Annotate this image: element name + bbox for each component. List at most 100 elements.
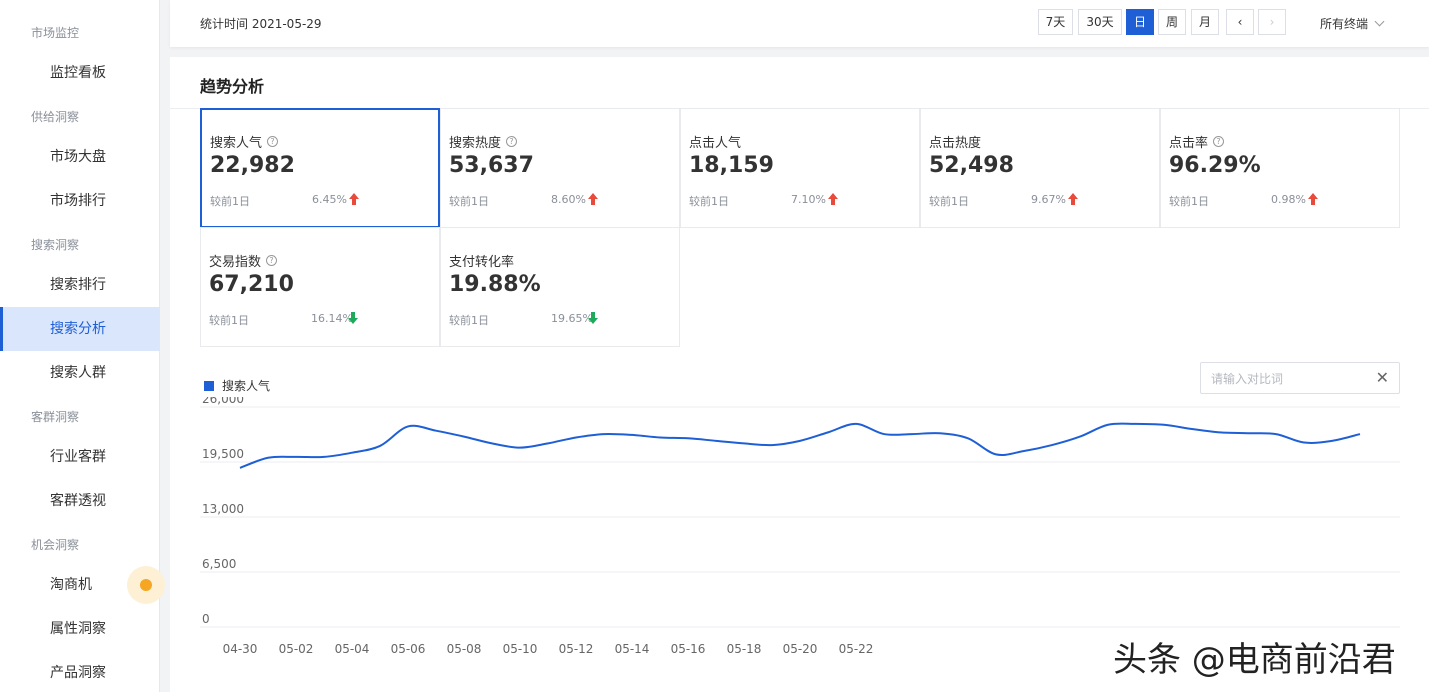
metric-value: 67,210 <box>209 272 294 297</box>
metric-card-click-rate[interactable]: 点击率 96.29% 较前1日 0.98%? <box>1160 108 1400 228</box>
x-tick-label: 05-14 <box>615 642 650 656</box>
trend-panel: 趋势分析 搜索人气 22,982 较前1日 6.45%? 搜索热度 53,637 较前1日 8… <box>170 57 1429 692</box>
metric-value: 19.88% <box>449 272 541 297</box>
metric-change-pct: 0.98% <box>1271 193 1306 206</box>
sidebar: 市场监控 监控看板 供给洞察 市场大盘 市场排行 搜索洞察 搜索排行 搜索分析 … <box>0 0 165 692</box>
metric-card-trade-index[interactable]: 交易指数 67,210 较前1日 16.14%? <box>200 227 440 347</box>
x-tick-label: 04-30 <box>223 642 258 656</box>
metric-name: 点击热度 <box>929 136 982 151</box>
y-tick-label: 0 <box>202 612 210 626</box>
compare-word-input[interactable] <box>1211 370 1371 388</box>
range-7d-button[interactable]: 7天 <box>1038 9 1073 35</box>
metric-change-pct: 6.45% <box>312 193 347 206</box>
arrow-down-icon <box>588 312 598 324</box>
metric-change-pct: 8.60% <box>551 193 586 206</box>
chevron-right-icon: › <box>1269 15 1275 29</box>
legend-swatch <box>204 381 214 391</box>
arrow-down-icon <box>348 312 358 324</box>
metric-name: 支付转化率 <box>449 255 515 270</box>
x-tick-label: 05-18 <box>727 642 762 656</box>
sidebar-item-customer-insight[interactable]: 客群透视 <box>50 493 106 509</box>
metric-name: 搜索热度 <box>449 136 502 151</box>
sidebar-group-opportunity: 机会洞察 <box>31 538 80 552</box>
trend-chart: 0 6,500 13,000 19,500 26,000 04-30 05-02 05-04 0… <box>200 397 1400 656</box>
sidebar-item-search-crowd[interactable]: 搜索人群 <box>50 365 106 381</box>
sidebar-group-market-monitor: 市场监控 <box>31 26 80 40</box>
sidebar-item-taoshangji[interactable]: 淘商机 <box>50 577 92 593</box>
metric-card-search-popularity[interactable]: 搜索人气 22,982 较前1日 6.45%? <box>200 108 440 228</box>
metric-card-click-heat[interactable]: 点击热度 52,498 较前1日 9.67% <box>920 108 1160 228</box>
metric-compare-label: 较前1日 <box>1169 195 1209 208</box>
range-month-button[interactable]: 月 <box>1191 9 1219 35</box>
metric-compare-label: 较前1日 <box>929 195 969 208</box>
x-tick-label: 05-20 <box>783 642 818 656</box>
terminal-label: 所有终端 <box>1320 17 1369 31</box>
sidebar-item-industry-customers[interactable]: 行业客群 <box>50 449 106 465</box>
x-tick-label: 05-08 <box>447 642 482 656</box>
help-icon[interactable]: ? <box>267 136 278 147</box>
metric-card-click-popularity[interactable]: 点击人气 18,159 较前1日 7.10% <box>680 108 920 228</box>
watermark: 头条 @电商前沿君 <box>1113 640 1396 680</box>
metric-change-pct: 19.65% <box>551 312 593 325</box>
sidebar-item-monitor-board[interactable]: 监控看板 <box>50 65 106 81</box>
arrow-up-icon <box>349 193 359 205</box>
compare-word-box: ✕ <box>1200 362 1400 394</box>
arrow-up-icon <box>1308 193 1318 205</box>
notification-dot[interactable] <box>127 566 165 604</box>
arrow-up-icon <box>1068 193 1078 205</box>
metric-compare-label: 较前1日 <box>449 314 489 327</box>
sidebar-item-search-analysis[interactable]: 搜索分析 <box>0 307 160 351</box>
x-tick-label: 05-06 <box>391 642 426 656</box>
metric-value: 96.29% <box>1169 153 1261 178</box>
terminal-select[interactable]: 所有终端 <box>1320 15 1385 32</box>
clear-icon[interactable]: ✕ <box>1375 368 1389 387</box>
sidebar-item-search-ranking[interactable]: 搜索排行 <box>50 277 106 293</box>
metric-card-search-heat[interactable]: 搜索热度 53,637 较前1日 8.60%? <box>440 108 680 228</box>
range-30d-button[interactable]: 30天 <box>1078 9 1122 35</box>
x-tick-label: 05-02 <box>279 642 314 656</box>
series-line-search-popularity[interactable] <box>239 422 1361 469</box>
chart-legend[interactable]: 搜索人气 <box>204 377 270 394</box>
metric-name: 点击人气 <box>689 136 742 151</box>
x-tick-label: 05-04 <box>335 642 370 656</box>
metric-change-pct: 9.67% <box>1031 193 1066 206</box>
help-icon[interactable]: ? <box>1213 136 1224 147</box>
legend-label: 搜索人气 <box>222 379 271 393</box>
help-icon[interactable]: ? <box>506 136 517 147</box>
metric-compare-label: 较前1日 <box>449 195 489 208</box>
arrow-up-icon <box>588 193 598 205</box>
metric-change-pct: 7.10% <box>791 193 826 206</box>
metric-card-pay-conversion[interactable]: 支付转化率 19.88% 较前1日 19.65% <box>440 227 680 347</box>
sidebar-group-supply: 供给洞察 <box>31 110 80 124</box>
range-week-button[interactable]: 周 <box>1158 9 1186 35</box>
next-date-button[interactable]: › <box>1258 9 1286 35</box>
metric-value: 53,637 <box>449 153 534 178</box>
topbar: 统计时间 2021-05-29 7天 30天 日 周 月 ‹ › 所有终端 <box>170 0 1429 47</box>
metric-value: 18,159 <box>689 153 774 178</box>
metric-name: 交易指数 <box>209 255 262 270</box>
sidebar-item-attribute-insight[interactable]: 属性洞察 <box>50 621 106 637</box>
sidebar-item-product-insight[interactable]: 产品洞察 <box>50 665 106 681</box>
sidebar-group-customer: 客群洞察 <box>31 410 80 424</box>
prev-date-button[interactable]: ‹ <box>1226 9 1254 35</box>
x-tick-label: 05-22 <box>839 642 874 656</box>
x-tick-label: 05-12 <box>559 642 594 656</box>
metric-value: 22,982 <box>210 153 295 178</box>
sidebar-item-market-overview[interactable]: 市场大盘 <box>50 149 106 165</box>
metric-compare-label: 较前1日 <box>209 314 249 327</box>
sidebar-item-market-ranking[interactable]: 市场排行 <box>50 193 106 209</box>
stat-time: 统计时间 2021-05-29 <box>200 17 322 31</box>
x-tick-label: 05-10 <box>503 642 538 656</box>
y-tick-label: 19,500 <box>202 447 244 461</box>
help-icon[interactable]: ? <box>266 255 277 266</box>
range-day-button[interactable]: 日 <box>1126 9 1154 35</box>
chevron-left-icon: ‹ <box>1237 15 1243 29</box>
metric-change-pct: 16.14% <box>311 312 353 325</box>
y-tick-label: 6,500 <box>202 557 236 571</box>
y-tick-label: 13,000 <box>202 502 244 516</box>
metric-value: 52,498 <box>929 153 1014 178</box>
metric-compare-label: 较前1日 <box>210 195 250 208</box>
y-tick-label: 26,000 <box>202 397 244 406</box>
arrow-up-icon <box>828 193 838 205</box>
metric-name: 点击率 <box>1169 136 1209 151</box>
